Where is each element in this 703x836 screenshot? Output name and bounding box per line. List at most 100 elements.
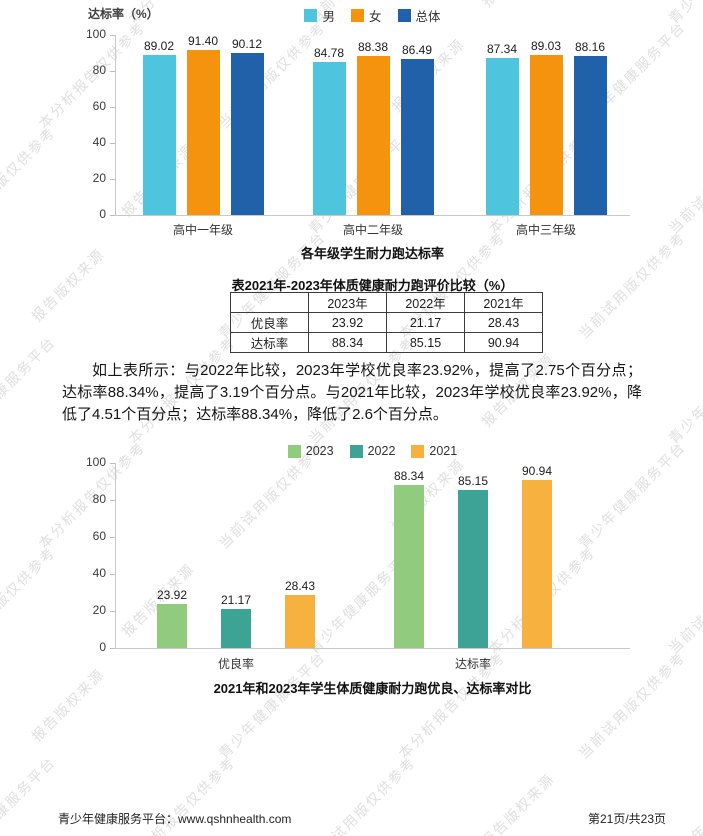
y-axis-tick-mark — [110, 71, 115, 72]
bar — [394, 484, 424, 648]
legend-label: 2023 — [305, 444, 334, 458]
chart-title: 各年级学生耐力跑达标率 — [300, 246, 444, 261]
legend-swatch-icon — [397, 9, 411, 22]
y-axis-tick-mark — [110, 537, 115, 538]
bar-value-label: 86.49 — [401, 43, 433, 58]
y-axis-tick-label: 80 — [92, 63, 106, 77]
legend-item: 女 — [350, 6, 382, 25]
y-axis-tick-label: 20 — [92, 603, 106, 617]
y-axis-tick-mark — [110, 143, 115, 144]
footer-platform-url: 青少年健康服务平台：www.qshnhealth.com — [58, 812, 292, 826]
bar-value-label: 23.92 — [156, 587, 188, 602]
y-axis-tick-label: 40 — [92, 135, 106, 149]
comparison-table: 2023年 2022年 2021年 优良率 23.92 21.17 28.43 达标率 88.3… — [230, 292, 543, 353]
chart-legend: 男 女 总体 — [115, 6, 630, 25]
table-title: 表2021年-2023年体质健康耐力跑评价比较（%） — [231, 278, 514, 293]
y-axis-label: 达标率（%） — [88, 7, 159, 21]
y-axis-tick-mark — [110, 35, 115, 36]
legend-swatch-icon — [411, 444, 425, 458]
legend-item: 2021 — [411, 444, 457, 458]
y-axis-tick-mark — [110, 500, 115, 501]
legend-swatch-icon — [349, 444, 363, 458]
x-axis-category-label: 高中二年级 — [342, 223, 404, 237]
y-axis-tick-mark — [110, 611, 115, 612]
bar — [573, 56, 607, 215]
y-axis-tick-label: 0 — [99, 207, 106, 221]
table-cell-value: 88.34 — [308, 332, 387, 353]
y-axis-tick-label: 60 — [92, 99, 106, 113]
bar-value-label: 89.03 — [530, 38, 562, 53]
bar — [221, 608, 251, 648]
table-cell-value: 23.92 — [308, 312, 387, 333]
bar — [312, 62, 346, 215]
chart-title: 2021年和2023年学生体质健康耐力跑优良、达标率对比 — [213, 681, 532, 696]
x-axis-category-label: 高中一年级 — [172, 223, 234, 237]
y-axis-tick-label: 60 — [92, 529, 106, 543]
legend-item: 总体 — [397, 6, 441, 25]
table-row-label: 优良率 — [230, 312, 309, 333]
table-cell-value: 85.15 — [386, 332, 465, 353]
y-axis-tick-mark — [110, 215, 115, 216]
x-axis-category-label: 高中三年级 — [515, 223, 577, 237]
bar — [522, 479, 552, 648]
legend-swatch-icon — [304, 9, 318, 22]
bar — [356, 55, 390, 215]
bar-value-label: 90.94 — [521, 463, 553, 478]
y-axis-tick-label: 100 — [85, 27, 106, 41]
table-column-header: 2023年 — [308, 292, 387, 313]
bar — [142, 54, 176, 215]
bar-value-label: 88.16 — [574, 40, 606, 55]
legend-item: 2022 — [349, 444, 396, 458]
table-cell-value: 90.94 — [464, 332, 543, 353]
legend-swatch-icon — [287, 444, 301, 458]
table-row-label: 达标率 — [230, 332, 309, 353]
bar — [157, 603, 187, 648]
x-axis-line — [115, 648, 630, 649]
legend-label: 总体 — [415, 10, 441, 24]
table-row: 优良率 23.92 21.17 28.43 — [230, 312, 543, 333]
bar-value-label: 87.34 — [486, 41, 518, 56]
bar-value-label: 89.02 — [143, 38, 175, 53]
bar — [485, 57, 519, 215]
table-cell-value: 21.17 — [386, 312, 465, 333]
chart-legend: 2023 2022 2021 — [115, 444, 630, 458]
bar-value-label: 85.15 — [457, 474, 489, 489]
x-axis-category-label: 达标率 — [454, 657, 492, 671]
legend-item: 男 — [304, 6, 335, 25]
legend-label: 2022 — [367, 444, 396, 458]
bar — [458, 490, 488, 648]
bar-value-label: 91.40 — [187, 34, 219, 49]
legend-label: 2021 — [429, 444, 458, 458]
y-axis-tick-mark — [110, 179, 115, 180]
y-axis-line — [115, 35, 116, 215]
bar — [400, 59, 434, 215]
bar — [285, 595, 315, 648]
y-axis-tick-label: 80 — [92, 492, 106, 506]
y-axis-line — [115, 463, 116, 648]
bar — [230, 52, 264, 215]
bar-value-label: 28.43 — [284, 579, 316, 594]
legend-item: 2023 — [287, 444, 334, 458]
bar-value-label: 84.78 — [313, 46, 345, 61]
footer-page-number: 第21页/共23页 — [587, 812, 666, 826]
y-axis-tick-label: 20 — [92, 171, 106, 185]
table-column-header: 2021年 — [464, 292, 543, 313]
y-axis-tick-label: 40 — [92, 566, 106, 580]
legend-label: 男 — [322, 10, 335, 24]
y-axis-tick-mark — [110, 107, 115, 108]
y-axis-tick-mark — [110, 463, 115, 464]
table-header-row: 2023年 2022年 2021年 — [230, 292, 543, 313]
table-cell-value: 28.43 — [464, 312, 543, 333]
bar — [186, 50, 220, 215]
y-axis-tick-mark — [110, 648, 115, 649]
bar-value-label: 21.17 — [220, 592, 252, 607]
x-axis-category-label: 优良率 — [217, 657, 255, 671]
bar-value-label: 88.34 — [393, 468, 425, 483]
x-axis-line — [115, 215, 630, 216]
bar — [529, 54, 563, 215]
bar-value-label: 88.38 — [357, 39, 389, 54]
table-corner-cell — [230, 292, 309, 313]
legend-swatch-icon — [350, 9, 364, 22]
legend-label: 女 — [368, 10, 382, 24]
